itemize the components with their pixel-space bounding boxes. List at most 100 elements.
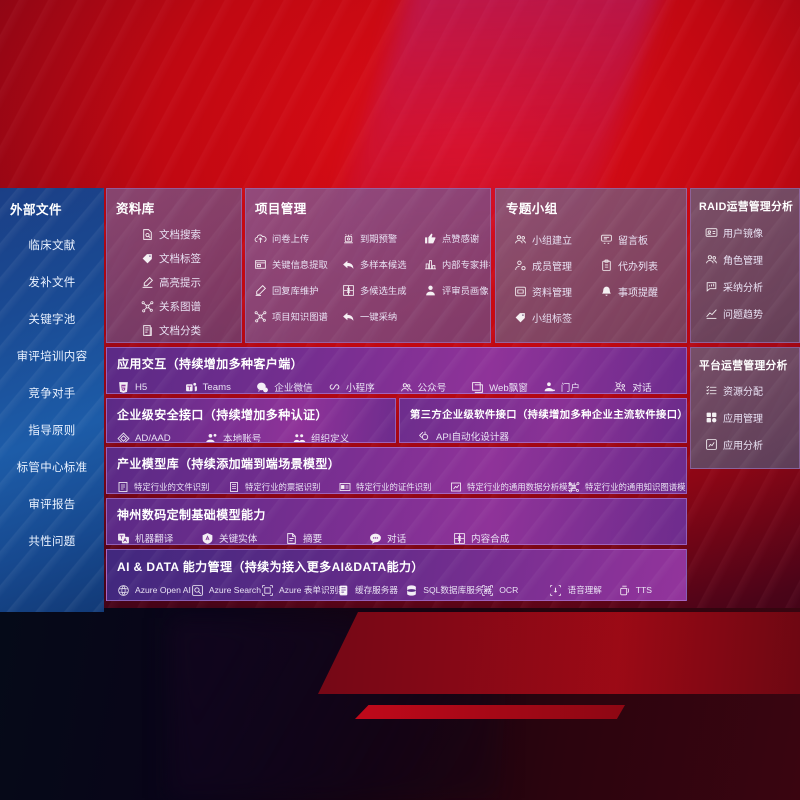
row-application-interaction: 应用交互（持续增加多种客户端） H5 Teams 企业微信 小程序 公众号 We… xyxy=(106,347,687,394)
panel-raid-title: RAID运营管理分析 xyxy=(699,201,794,213)
sidebar-item-guiding-principles[interactable]: 指导原则 xyxy=(28,425,76,437)
id-recognize-icon xyxy=(339,481,351,493)
aidata-item-sql-database[interactable]: SQL数据库服务器 xyxy=(405,579,492,600)
industry-item-data-analysis-model[interactable]: 特定行业的通用数据分析模型 xyxy=(450,476,576,493)
thirdparty-item-api-designer[interactable]: API自动化设计器 xyxy=(418,425,509,443)
raid-item-role-management[interactable]: 角色管理 xyxy=(705,246,799,273)
interact-item-portal[interactable]: 门户 xyxy=(543,376,615,393)
project-item-label: 到期预警 xyxy=(360,234,398,244)
security-item-org-define[interactable]: 组织定义 xyxy=(293,427,381,442)
raid-item-user-portrait[interactable]: 用户镜像 xyxy=(705,219,799,246)
sidebar-item-review-training[interactable]: 审评培训内容 xyxy=(16,351,88,363)
base-item-dialog[interactable]: 对话 xyxy=(369,527,453,544)
aidata-item-label: Azure Search xyxy=(208,585,261,595)
bar-chart-icon xyxy=(424,258,437,271)
base-item-key-entity[interactable]: 关键实体 xyxy=(201,527,285,545)
library-item-document-search[interactable]: 文档搜索 xyxy=(141,222,241,246)
interact-item-teams[interactable]: Teams xyxy=(185,376,257,393)
project-item-questionnaire-upload[interactable]: 问卷上传 xyxy=(254,225,342,251)
platform-item-resource-allocation[interactable]: 资源分配 xyxy=(705,377,799,404)
base-item-content-synthesis[interactable]: 内容合成 xyxy=(453,527,537,544)
project-item-knowledge-graph[interactable]: 项目知识图谱 xyxy=(254,303,342,329)
project-item-key-info-extract[interactable]: 关键信息提取 xyxy=(254,251,342,277)
aidata-item-azure-openai[interactable]: Azure Open AI xyxy=(117,579,191,600)
library-item-highlight[interactable]: 高亮提示 xyxy=(141,270,241,294)
row-interact-items: H5 Teams 企业微信 小程序 公众号 Web飘窗 门户 对话 xyxy=(107,372,686,394)
row-security-items: AD/AAD 本地账号 组织定义 xyxy=(107,423,395,442)
project-item-label: 回复库维护 xyxy=(272,286,319,296)
sidebar-item-common-issues[interactable]: 共性问题 xyxy=(28,536,76,548)
aidata-item-ocr[interactable]: OCR xyxy=(481,579,549,600)
document-search-icon xyxy=(141,228,154,241)
sidebar-item-keyword-pool[interactable]: 关键字池 xyxy=(28,314,76,326)
aidata-item-speech-understanding[interactable]: 语音理解 xyxy=(549,579,617,600)
sidebar-item-clinical-literature[interactable]: 临床文献 xyxy=(28,240,76,252)
group-item-create-group[interactable]: 小组建立 xyxy=(514,226,600,252)
interact-item-h5[interactable]: H5 xyxy=(117,376,185,393)
panel-library-title: 资料库 xyxy=(116,202,155,216)
row-base-title: 神州数码定制基础模型能力 xyxy=(117,508,266,522)
dialog-icon xyxy=(614,381,627,394)
industry-item-id-recognition[interactable]: 特定行业的证件识别 xyxy=(339,476,450,493)
group-item-event-reminder[interactable]: 事项提醒 xyxy=(600,278,680,304)
project-item-expiry-alert[interactable]: 到期预警 xyxy=(342,225,424,251)
form-recognizer-icon xyxy=(261,584,274,597)
security-item-local-account[interactable]: 本地账号 xyxy=(205,427,293,442)
security-item-ad-aad[interactable]: AD/AAD xyxy=(117,427,205,442)
sidebar-item-standards-center[interactable]: 标管中心标准 xyxy=(16,462,88,474)
project-item-reply-library-maintain[interactable]: 回复库维护 xyxy=(254,277,342,303)
base-item-summary[interactable]: 摘要 xyxy=(285,527,369,544)
base-item-label: 关键实体 xyxy=(219,534,258,545)
group-item-material-management[interactable]: 资料管理 xyxy=(514,278,600,304)
platform-item-app-analysis[interactable]: 应用分析 xyxy=(705,431,799,458)
project-item-reviewer-portrait[interactable]: 评审员画像 xyxy=(424,277,490,303)
group-item-group-tag[interactable]: 小组标签 xyxy=(514,304,600,330)
aidata-item-label: 缓存服务器 xyxy=(354,585,398,595)
library-item-label: 文档分类 xyxy=(159,324,201,337)
platform-item-app-management[interactable]: 应用管理 xyxy=(705,404,799,431)
row-ai-data-capability: AI & DATA 能力管理（持续为接入更多AI&DATA能力） Azure O… xyxy=(106,549,687,601)
panel-project-management: 项目管理 问卷上传 到期预警 点赞感谢 关键信息提取 多样本候选 内部专家排名 xyxy=(245,188,491,343)
interact-item-web-window[interactable]: Web飘窗 xyxy=(471,376,543,393)
id-card-icon xyxy=(705,226,718,239)
industry-item-file-recognition[interactable]: 特定行业的文件识别 xyxy=(117,476,228,493)
industry-item-receipt-recognition[interactable]: 特定行业的票据识别 xyxy=(228,476,339,493)
sidebar-item-review-report[interactable]: 审评报告 xyxy=(28,499,76,511)
interact-item-label: 小程序 xyxy=(345,383,375,394)
aidata-item-cache-server[interactable]: 缓存服务器 xyxy=(337,579,405,600)
sidebar-item-supplement-files[interactable]: 发补文件 xyxy=(28,277,76,289)
sidebar-item-competitors[interactable]: 竞争对手 xyxy=(28,388,76,400)
raid-item-label: 角色管理 xyxy=(723,256,763,267)
project-item-multi-sample-candidate[interactable]: 多样本候选 xyxy=(342,251,424,277)
raid-item-issue-trend[interactable]: 问题趋势 xyxy=(705,300,799,327)
aidata-item-azure-search[interactable]: Azure Search xyxy=(191,579,261,600)
aidata-item-label: 语音理解 xyxy=(567,585,602,595)
interact-item-wecom[interactable]: 企业微信 xyxy=(256,376,328,393)
group-item-todo-list[interactable]: 代办列表 xyxy=(600,252,680,278)
project-item-one-click-adopt[interactable]: 一键采纳 xyxy=(342,303,424,329)
library-item-relation-graph[interactable]: 关系图谱 xyxy=(141,294,241,318)
project-item-multi-candidate-generate[interactable]: 多候选生成 xyxy=(342,277,424,303)
library-item-document-tag[interactable]: 文档标签 xyxy=(141,246,241,270)
base-item-machine-translation[interactable]: 机器翻译 xyxy=(117,527,201,544)
library-item-document-category[interactable]: 文档分类 xyxy=(141,318,241,342)
message-board-icon xyxy=(600,233,613,246)
interact-item-dialog[interactable]: 对话 xyxy=(614,376,686,394)
raid-item-adoption-analysis[interactable]: 采纳分析 xyxy=(705,273,799,300)
interact-item-miniprogram[interactable]: 小程序 xyxy=(328,376,400,394)
industry-item-label: 特定行业的文件识别 xyxy=(134,482,210,492)
panel-library: 资料库 文档搜索 文档标签 高亮提示 关系图谱 文档分类 xyxy=(106,188,242,343)
interact-item-official-account[interactable]: 公众号 xyxy=(400,376,472,393)
arrow-back-icon xyxy=(342,310,355,323)
industry-item-knowledge-graph-model[interactable]: 特定行业的通用知识图谱模型 xyxy=(568,476,686,493)
api-designer-icon xyxy=(418,430,431,443)
aidata-item-tts[interactable]: TTS xyxy=(618,579,686,600)
panel-platform-list: 资源分配 应用管理 应用分析 xyxy=(691,377,799,458)
project-item-internal-expert-rank[interactable]: 内部专家排名 xyxy=(424,251,490,277)
row-enterprise-security-interface: 企业级安全接口（持续增加多种认证） AD/AAD 本地账号 组织定义 xyxy=(106,398,396,443)
thumbs-up-icon xyxy=(424,232,437,245)
group-item-member-management[interactable]: 成员管理 xyxy=(514,252,600,278)
aidata-item-form-recognizer[interactable]: Azure 表单识别器 xyxy=(261,579,347,600)
project-item-thumbs-up[interactable]: 点赞感谢 xyxy=(424,225,490,251)
group-item-message-board[interactable]: 留言板 xyxy=(600,226,680,252)
